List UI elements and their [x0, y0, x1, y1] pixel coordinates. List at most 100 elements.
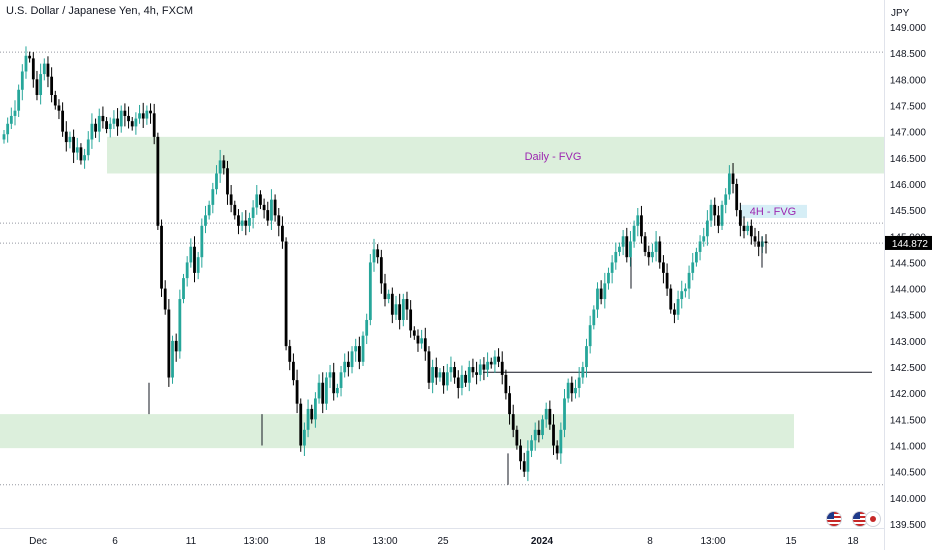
candle-body[interactable] — [515, 429, 519, 446]
candle-body[interactable] — [471, 367, 475, 373]
candle-body[interactable] — [248, 217, 251, 226]
candle-body[interactable] — [255, 194, 259, 208]
us-flag-icon[interactable] — [826, 511, 842, 527]
candle-body[interactable] — [493, 356, 497, 365]
candle-body[interactable] — [156, 136, 160, 226]
candle-body[interactable] — [500, 361, 504, 375]
candle-body[interactable] — [288, 346, 292, 362]
candle-body[interactable] — [57, 105, 61, 111]
candle-body[interactable] — [651, 251, 654, 258]
candle-body[interactable] — [431, 367, 435, 383]
candle-body[interactable] — [607, 272, 610, 284]
candle-body[interactable] — [284, 241, 288, 347]
candle-body[interactable] — [570, 382, 574, 394]
candle-body[interactable] — [354, 346, 358, 352]
candle-body[interactable] — [178, 299, 182, 352]
candle-body[interactable] — [467, 367, 471, 383]
candle-body[interactable] — [152, 113, 156, 137]
candle-body[interactable] — [559, 429, 563, 454]
candle-body[interactable] — [669, 288, 673, 310]
candle-body[interactable] — [193, 246, 196, 273]
candle-body[interactable] — [588, 325, 592, 347]
candle-body[interactable] — [317, 382, 321, 399]
candle-body[interactable] — [552, 424, 555, 446]
candle-body[interactable] — [2, 134, 6, 140]
candle-body[interactable] — [508, 393, 511, 415]
candle-body[interactable] — [112, 118, 116, 124]
candle-body[interactable] — [522, 461, 526, 472]
candle-body[interactable] — [72, 136, 76, 153]
candle-body[interactable] — [749, 225, 753, 237]
candle-body[interactable] — [434, 367, 438, 378]
candle-body[interactable] — [746, 225, 750, 232]
candle-body[interactable] — [171, 340, 174, 378]
candle-body[interactable] — [6, 123, 10, 135]
candle-body[interactable] — [489, 361, 493, 365]
candle-body[interactable] — [310, 408, 314, 420]
candle-body[interactable] — [313, 398, 317, 420]
candle-body[interactable] — [229, 194, 233, 205]
candle-body[interactable] — [629, 241, 632, 258]
candle-body[interactable] — [727, 173, 731, 195]
candle-body[interactable] — [218, 160, 222, 174]
candle-body[interactable] — [526, 450, 530, 472]
candle-body[interactable] — [412, 330, 416, 336]
candle-body[interactable] — [46, 63, 50, 77]
candle-body[interactable] — [456, 377, 460, 388]
candle-body[interactable] — [636, 215, 640, 226]
candle-body[interactable] — [673, 309, 676, 315]
candle-body[interactable] — [504, 374, 508, 394]
candle-body[interactable] — [182, 278, 185, 300]
candle-body[interactable] — [478, 364, 482, 375]
candle-body[interactable] — [116, 118, 119, 127]
candle-body[interactable] — [251, 207, 255, 218]
candle-body[interactable] — [167, 309, 171, 378]
candle-body[interactable] — [189, 246, 193, 263]
candle-body[interactable] — [226, 168, 229, 195]
candle-body[interactable] — [694, 251, 698, 263]
candle-body[interactable] — [581, 367, 585, 378]
candle-body[interactable] — [101, 115, 105, 122]
candle-body[interactable] — [86, 139, 90, 156]
candle-body[interactable] — [537, 429, 541, 436]
candle-body[interactable] — [61, 110, 65, 132]
candle-body[interactable] — [618, 246, 621, 252]
candle-body[interactable] — [141, 113, 145, 119]
candle-body[interactable] — [31, 58, 35, 80]
candle-body[interactable] — [574, 387, 577, 394]
candle-body[interactable] — [299, 403, 303, 446]
candle-body[interactable] — [13, 110, 17, 116]
candle-body[interactable] — [676, 299, 680, 315]
candle-body[interactable] — [497, 356, 500, 362]
candle-body[interactable] — [233, 204, 237, 216]
candle-body[interactable] — [28, 55, 32, 59]
candle-body[interactable] — [684, 288, 687, 292]
candle-body[interactable] — [555, 445, 559, 454]
candle-body[interactable] — [596, 288, 599, 310]
candle-body[interactable] — [357, 346, 361, 362]
candle-body[interactable] — [445, 372, 449, 386]
candle-body[interactable] — [17, 89, 21, 111]
candle-body[interactable] — [79, 147, 83, 161]
candle-body[interactable] — [266, 210, 270, 221]
candle-body[interactable] — [262, 204, 266, 211]
candle-body[interactable] — [200, 225, 204, 258]
candle-body[interactable] — [145, 110, 149, 119]
candle-body[interactable] — [343, 361, 347, 373]
candle-body[interactable] — [592, 309, 596, 326]
candle-body[interactable] — [530, 440, 533, 451]
candle-body[interactable] — [207, 204, 211, 216]
candle-body[interactable] — [438, 372, 442, 378]
candle-body[interactable] — [196, 257, 200, 273]
candle-body[interactable] — [720, 204, 724, 226]
candle-body[interactable] — [614, 251, 618, 263]
candle-body[interactable] — [563, 398, 566, 430]
candle-body[interactable] — [270, 199, 273, 221]
candle-body[interactable] — [460, 374, 464, 388]
candle-body[interactable] — [519, 445, 522, 462]
candle-body[interactable] — [705, 220, 709, 237]
candle-body[interactable] — [603, 283, 607, 300]
candle-body[interactable] — [544, 408, 548, 420]
candle-body[interactable] — [35, 79, 39, 96]
candle-body[interactable] — [716, 215, 720, 226]
